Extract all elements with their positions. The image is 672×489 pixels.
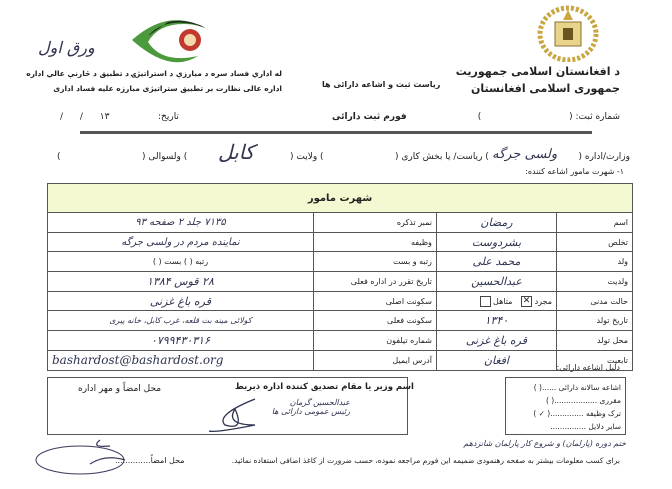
row-label: سکونت فعلی <box>312 310 437 332</box>
footer-note: برای کسب معلومات بیشتر به صفحه رهنمودی ض… <box>231 456 620 465</box>
province-value: کابل <box>218 140 255 164</box>
form-title: فورم ثبت دارائی <box>332 112 407 122</box>
date-label: تاریخ: <box>158 112 179 122</box>
reason-title: دلیل اشاعه دارائی: <box>556 363 620 372</box>
table-row: اسم رمضان نمبر تذکره ۷۱۳۵ جلد ۲ صفحه ۹۳ <box>47 212 633 233</box>
page-note: ورق اول <box>38 38 95 57</box>
row-label: نمبر تذکره <box>312 212 437 233</box>
header-divider <box>80 131 592 134</box>
anti-corruption-eye-logo <box>128 12 212 68</box>
reason-box: اشاعه سالانه دارائی ......( ) مقرری ....… <box>505 377 626 435</box>
country-pashto: د افغانستان اسلامی جمهوریت <box>455 65 620 78</box>
registration-number: شماره ثبت: ( ) <box>460 112 620 122</box>
row-label: اسم <box>556 212 633 233</box>
country-dari: جمهوری اسلامی افغانستان <box>470 82 620 95</box>
row-value: قره باغ غزنی <box>435 330 558 351</box>
table-row: ولدیت عبدالحسین تاریخ تقرر در اداره فعلی ۲۸… <box>47 271 633 292</box>
row-value: bashardost@bashardost.org <box>47 349 314 371</box>
row-value: کولائی مینه بت قلعه، غرب کابل، خانه پیری <box>47 310 314 332</box>
row-label: ولدیت <box>556 271 633 292</box>
table-row: تخلص بشردوست وظیفه نماینده مردم در ولسی جرگ… <box>47 231 633 253</box>
single-label: مجرد <box>534 296 552 306</box>
table-row: تاریخ تولد ۱۳۴۰ سکونت فعلی کولائی مینه بت ق… <box>47 310 633 332</box>
row-label: سکونت اصلی <box>312 290 437 312</box>
district-label: ) ولسوالی ( <box>142 152 188 162</box>
row-label: حالت مدنی <box>556 290 633 312</box>
row-label: تابعیت <box>556 349 633 371</box>
reason-label: اشاعه سالانه دارائی ...... <box>541 383 621 392</box>
row-value: محمد علی <box>435 251 558 273</box>
reason-item: مقرری ..................( ) <box>510 394 621 407</box>
row-label: تاریخ تقرر در اداره فعلی <box>312 271 437 292</box>
agency-dari: اداره عالی نظارت بر تطبیق ستراتیژی مبارز… <box>53 84 282 93</box>
minister-signature <box>205 395 265 439</box>
minister-handwritten: عبدالحسین گرمان رئیس عمومی دارائی ها <box>271 398 350 416</box>
date-value: ۱۳ / / <box>60 112 110 122</box>
row-label: تاریخ تولد <box>556 310 633 332</box>
ministry-label: وزارت/اداره ( <box>578 152 631 162</box>
reason-mark[interactable]: ( ✓ ) <box>533 409 551 418</box>
registration-label: شماره ثبت: ( <box>569 112 620 122</box>
row-value: ۰۷۹۹۴۳۰۳۱۶ <box>47 330 314 351</box>
agency-pashto: له اداري فساد سره د مبارزې د استراتيژۍ د… <box>26 69 282 78</box>
reason-item: ترک وظیفه ..............( ✓ ) <box>510 407 621 420</box>
row-label: رتبه و بست <box>312 251 437 273</box>
table-row: محل تولد قره باغ غزنی شماره تیلفون ۰۷۹۹۴۳۰۳… <box>47 330 633 351</box>
reason-item: سایر دلایل ............... <box>510 420 621 433</box>
row-value: قره باغ غزنی <box>47 290 314 312</box>
row-value: بشردوست <box>435 231 558 253</box>
signature-label: محل امضاً.............. <box>115 456 185 465</box>
row-label: آدرس ایمیل <box>312 349 437 371</box>
married-label: متاهل <box>493 296 513 306</box>
afghanistan-emblem <box>535 4 601 63</box>
section-label: ۱- شهرت مامور اشاعه کننده: <box>525 167 624 176</box>
row-value: افغان <box>435 349 558 371</box>
ministry-value: ولسی جرگه <box>492 147 558 162</box>
single-checkbox[interactable]: ✕ <box>521 295 533 307</box>
employee-signature <box>30 430 140 484</box>
table-title: شهرت مامور <box>47 183 633 213</box>
row-label: وظیفه <box>312 231 437 253</box>
employee-identity-table: شهرت مامور اسم رمضان نمبر تذکره ۷۱۳۵ جلد ۲ … <box>47 183 633 371</box>
table-row: ولد محمد علی رتبه و بست رتبه ( ) بست ( ) <box>47 251 633 273</box>
table-row: تابعیت افغان آدرس ایمیل bashardost@bashardo… <box>47 349 633 371</box>
row-label: تخلص <box>556 231 633 253</box>
reason-label: ترک وظیفه .............. <box>550 409 621 418</box>
marital-status: مجرد ✕ متاهل <box>435 290 558 312</box>
province-label: ) ولایت ( <box>290 152 324 162</box>
registration-close: ) <box>477 112 482 122</box>
table-row: حالت مدنی مجرد ✕ متاهل سکونت اصلی قره باغ… <box>47 290 633 312</box>
reason-item: اشاعه سالانه دارائی ......( ) <box>510 381 621 394</box>
reason-mark[interactable]: ( ) <box>533 383 542 392</box>
department-title: ریاست ثبت و اشاعه دارائی ها <box>322 80 441 89</box>
married-checkbox[interactable] <box>479 295 491 307</box>
row-value: نماینده مردم در ولسی جرگه <box>47 231 314 253</box>
signature-stamp-label: محل امضاً و مهر اداره <box>78 384 162 394</box>
row-value: رتبه ( ) بست ( ) <box>47 251 314 273</box>
directorate-label: ) ریاست/ یا بخش کاری ( <box>395 152 489 162</box>
row-label: ولد <box>556 251 633 273</box>
row-label: شماره تیلفون <box>312 330 437 351</box>
row-value: عبدالحسین <box>435 271 558 292</box>
minister-label: اسم وزیر یا مقام تصدیق کننده اداره ذیربط <box>235 382 414 392</box>
reason-label: سایر دلایل ............... <box>550 422 621 431</box>
other-reason-handwritten: ختم دوره (پارلمان) و شروع کار پارلمان شا… <box>463 439 626 448</box>
row-value: رمضان <box>435 212 558 233</box>
approval-box <box>47 377 408 435</box>
reason-mark[interactable]: ( ) <box>546 396 555 405</box>
row-value: ۲۸ قوس ۱۳۸۴ <box>47 271 314 292</box>
district-close: ) <box>57 152 61 162</box>
reason-label: مقرری .................. <box>554 396 621 405</box>
row-value: ۱۳۴۰ <box>435 310 558 332</box>
row-value: ۷۱۳۵ جلد ۲ صفحه ۹۳ <box>47 212 314 233</box>
row-label: محل تولد <box>556 330 633 351</box>
